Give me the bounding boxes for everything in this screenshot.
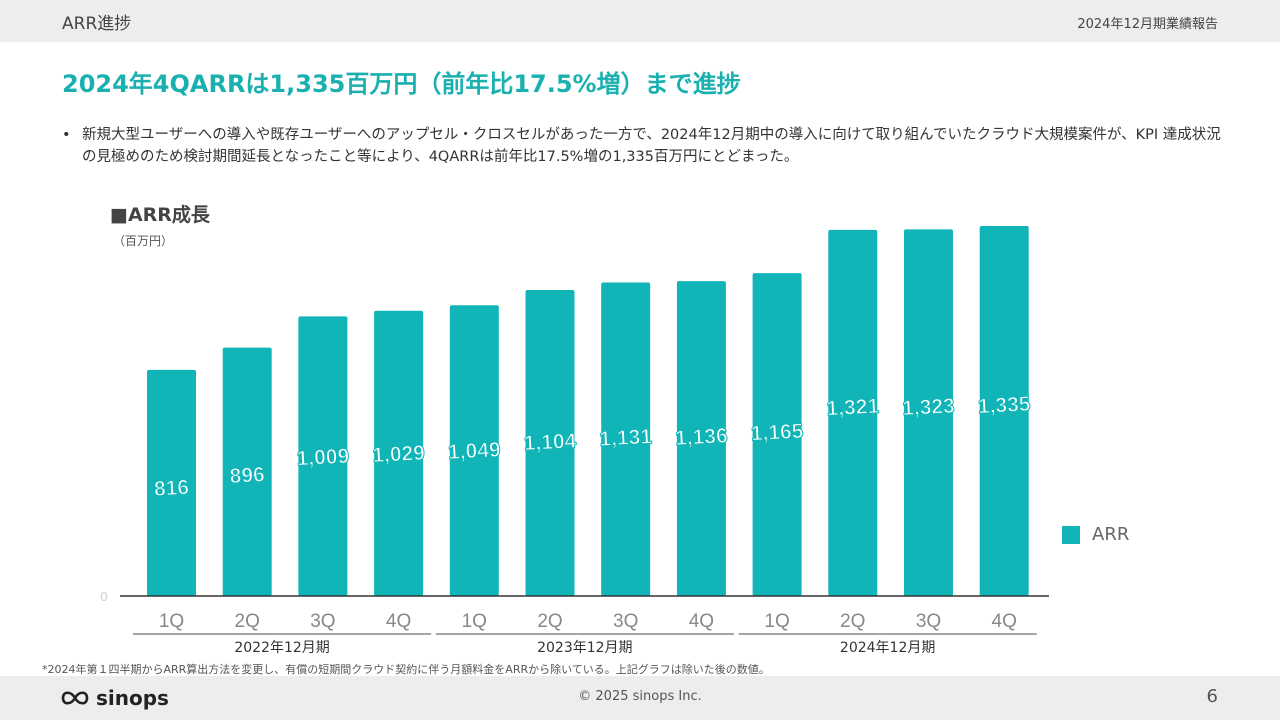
- x-tick-label: 3Q: [613, 611, 638, 632]
- group-label: 2022年12月期: [234, 640, 329, 656]
- bar: [601, 282, 651, 596]
- data-label: 1,323: [902, 395, 956, 421]
- bar: [374, 310, 424, 596]
- chart-legend: ARR: [1062, 524, 1129, 545]
- summary-text: 新規大型ユーザーへの導入や既存ユーザーへのアップセル・クロスセルがあった一方で、…: [82, 127, 1221, 165]
- x-tick-label: 4Q: [992, 611, 1017, 632]
- data-label: 1,029: [372, 442, 426, 468]
- bar: [525, 290, 575, 596]
- x-tick-label: 3Q: [310, 611, 335, 632]
- data-label: 1,009: [296, 445, 350, 471]
- group-label: 2024年12月期: [840, 640, 935, 656]
- x-tick-label: 1Q: [764, 611, 789, 632]
- data-label: 1,104: [523, 430, 577, 456]
- x-tick-label: 2Q: [235, 611, 260, 632]
- y-axis-zero-label: 0: [100, 589, 107, 604]
- legend-swatch: [1062, 525, 1080, 544]
- bar: [449, 305, 499, 596]
- bar: [147, 369, 196, 596]
- bar: [298, 316, 348, 596]
- bar: [752, 273, 802, 596]
- copyright: © 2025 sinops Inc.: [578, 689, 702, 704]
- group-label: 2023年12月期: [537, 640, 632, 656]
- bar: [904, 229, 953, 596]
- data-label: 816: [153, 476, 189, 501]
- bar: [222, 347, 272, 596]
- bar: [828, 229, 878, 597]
- data-label: 1,049: [447, 438, 501, 464]
- bar: [676, 281, 726, 596]
- x-tick-label: 1Q: [159, 611, 184, 632]
- data-label: 1,321: [826, 395, 880, 421]
- bullet-marker: •: [62, 127, 71, 143]
- header-bar: ARR進捗 2024年12月期業績報告: [0, 0, 1280, 42]
- data-label: 1,136: [675, 424, 729, 450]
- data-label: 1,165: [750, 420, 804, 446]
- x-tick-label: 4Q: [386, 611, 411, 632]
- x-tick-label: 1Q: [462, 611, 487, 632]
- chart-title: ■ARR成長: [110, 204, 210, 226]
- legend-label: ARR: [1092, 524, 1130, 545]
- x-tick-label: 3Q: [916, 611, 941, 632]
- x-tick-label: 2Q: [537, 611, 562, 632]
- section-title: ARR進捗: [62, 14, 132, 34]
- chart-unit: （百万円）: [113, 234, 174, 248]
- data-label: 896: [229, 463, 265, 488]
- logo-text: sinops: [96, 686, 169, 710]
- bar: [979, 226, 1029, 596]
- x-tick-label: 4Q: [689, 611, 714, 632]
- summary-bullet: • 新規大型ユーザーへの導入や既存ユーザーへのアップセル・クロスセルがあった一方…: [62, 124, 1222, 168]
- x-tick-label: 2Q: [840, 611, 865, 632]
- page-headline: 2024年4QARRは1,335百万円（前年比17.5%増）まで進捗: [62, 70, 741, 98]
- sinops-logo: sinops: [60, 686, 169, 710]
- data-label: 1,335: [977, 393, 1031, 419]
- report-title: 2024年12月期業績報告: [1077, 17, 1218, 32]
- data-label: 1,131: [599, 425, 653, 451]
- footnote: *2024年第１四半期からARR算出方法を変更し、有償の短期間クラウド契約に伴う…: [42, 663, 770, 676]
- infinity-logo-icon: [61, 691, 89, 705]
- page-number: 6: [1206, 686, 1218, 707]
- footer-bar: sinops © 2025 sinops Inc. 6: [0, 676, 1280, 720]
